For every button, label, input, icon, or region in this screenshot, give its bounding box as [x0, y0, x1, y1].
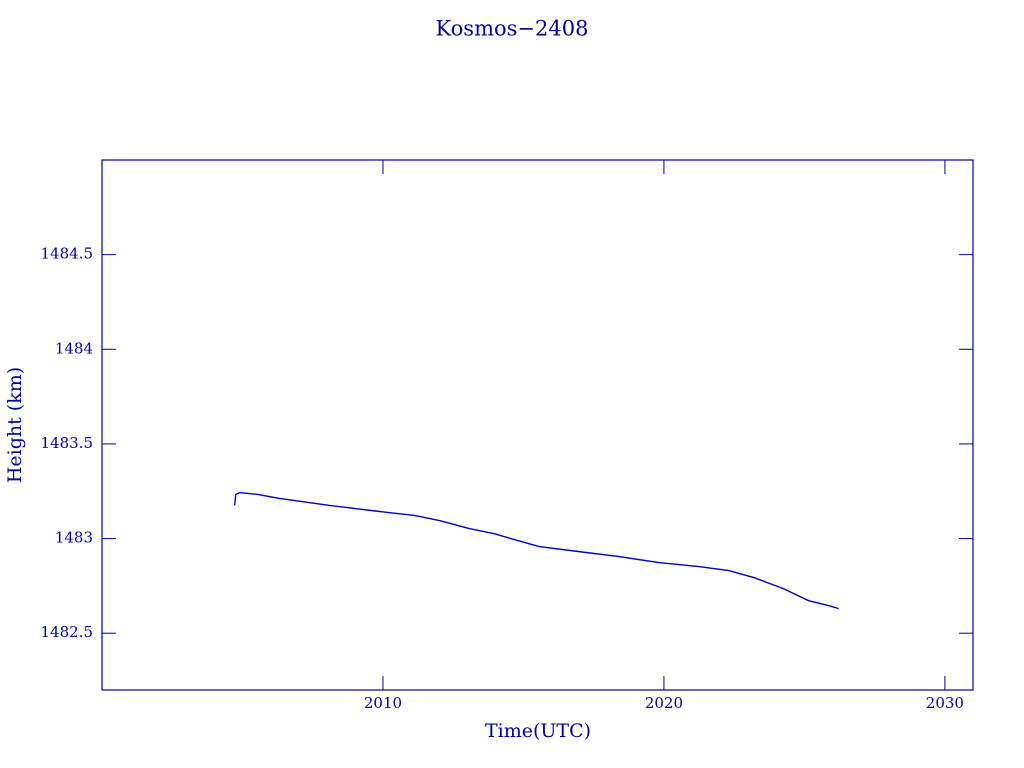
y-tick-label: 1482.5 — [41, 623, 94, 641]
data-line — [233, 491, 839, 610]
chart-title: Kosmos−2408 — [436, 17, 589, 41]
y-tick-label: 1484.5 — [41, 245, 94, 263]
y-tick-label: 1484 — [55, 339, 93, 357]
y-axis-label: Height (km) — [4, 367, 26, 483]
x-tick-label: 2030 — [926, 694, 964, 712]
x-axis-label: Time(UTC) — [485, 720, 591, 742]
plot-frame — [101, 159, 974, 691]
y-tick-label: 1483 — [55, 529, 93, 547]
x-tick-label: 2010 — [364, 694, 402, 712]
x-tick-label: 2020 — [645, 694, 683, 712]
y-tick-label: 1483.5 — [41, 434, 94, 452]
